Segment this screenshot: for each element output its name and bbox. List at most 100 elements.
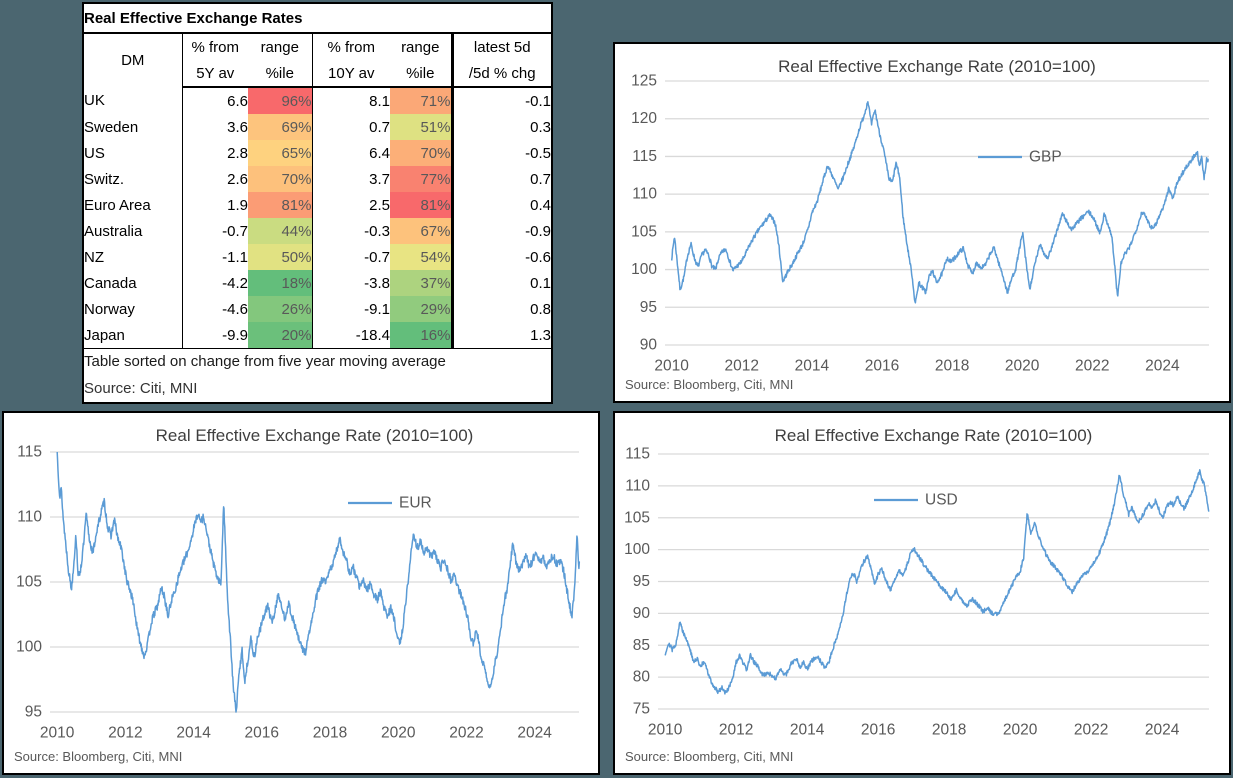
pct-from-10y-value: -0.3 xyxy=(311,218,390,244)
header-pct5y-line2: 5Y av xyxy=(181,60,248,88)
pctile-5y-cell: 26% xyxy=(248,296,312,322)
y-tick-label: 85 xyxy=(633,637,650,654)
y-tick-label: 90 xyxy=(633,605,651,622)
table-row-australia: Australia -0.7 44% -0.3 67% -0.9 xyxy=(84,218,551,244)
y-tick-label: 100 xyxy=(631,261,657,278)
pctile-5y-cell: 81% xyxy=(248,192,312,218)
eur-series-line xyxy=(56,451,581,713)
y-tick-label: 100 xyxy=(16,639,42,656)
x-tick-label: 2022 xyxy=(1075,358,1109,375)
latest-5d-change-value: -0.9 xyxy=(450,218,551,244)
latest-5d-change-value: -0.5 xyxy=(450,140,551,166)
x-tick-label: 2024 xyxy=(1145,358,1180,375)
table-header-row-2: 5Y av %ile 10Y av %ile /5d % chg xyxy=(84,60,551,88)
y-tick-label: 120 xyxy=(631,110,657,127)
latest-5d-change-value: -0.6 xyxy=(450,244,551,270)
header-pct10y-line2: 10Y av xyxy=(311,60,390,88)
x-tick-label: 2012 xyxy=(725,358,759,375)
chart-source: Source: Bloomberg, Citi, MNI xyxy=(14,749,182,764)
chart-source: Source: Bloomberg, Citi, MNI xyxy=(625,377,793,392)
x-tick-label: 2018 xyxy=(932,722,966,739)
latest-5d-change-value: 0.7 xyxy=(450,166,551,192)
country-name: Japan xyxy=(84,322,182,349)
latest-5d-change-value: 1.3 xyxy=(450,322,551,349)
reer-table: Real Effective Exchange Rates DM % from … xyxy=(84,4,551,403)
usd-series-line xyxy=(664,469,1210,695)
table-row-euro-area: Euro Area 1.9 81% 2.5 81% 0.4 xyxy=(84,192,551,218)
latest-5d-change-value: 0.3 xyxy=(450,114,551,140)
legend-label: EUR xyxy=(399,495,432,512)
latest-5d-change-value: 0.8 xyxy=(450,296,551,322)
reer-table-panel: Real Effective Exchange Rates DM % from … xyxy=(82,2,553,404)
pctile-10y-cell: 16% xyxy=(390,322,452,349)
pctile-10y-cell: 77% xyxy=(390,166,452,192)
country-name: Sweden xyxy=(84,118,139,136)
country-name: Switz. xyxy=(84,170,125,188)
eur-chart-panel: 95 100 105 110 115 2010 2012 2014 2016 2018 2020 20… xyxy=(2,411,600,775)
header-pctile5y-line2: %ile xyxy=(248,60,312,88)
x-tick-label: 2014 xyxy=(790,722,825,739)
table-row-canada: Canada -4.2 18% -3.8 37% 0.1 xyxy=(84,270,551,296)
pct-from-10y-value: -18.4 xyxy=(311,322,390,349)
latest-5d-change-value: -0.1 xyxy=(450,87,551,114)
country-name: UK xyxy=(84,92,105,109)
table-row-uk: UK 6.6 96% 8.1 71% -0.1 xyxy=(84,87,551,114)
header-pctile5y-line1: range xyxy=(260,38,299,56)
y-tick-label: 100 xyxy=(624,541,650,558)
x-tick-label: 2020 xyxy=(381,725,416,742)
country-name: Euro Area xyxy=(84,196,151,214)
y-tick-label: 110 xyxy=(17,509,42,526)
country-name: US xyxy=(84,144,105,162)
y-tick-label: 110 xyxy=(632,186,657,203)
y-tick-label: 80 xyxy=(633,669,651,686)
table-row-sweden: Sweden 3.6 69% 0.7 51% 0.3 xyxy=(84,114,551,140)
country-name: Australia xyxy=(84,222,143,240)
pctile-10y-cell: 37% xyxy=(390,270,452,296)
legend-label: USD xyxy=(925,492,958,509)
x-tick-label: 2012 xyxy=(108,725,142,742)
gbp-series-line xyxy=(670,101,1209,304)
pctile-5y-cell: 50% xyxy=(248,244,312,270)
table-row-us: US 2.8 65% 6.4 70% -0.5 xyxy=(84,140,551,166)
x-tick-label: 2010 xyxy=(40,725,75,742)
pctile-10y-cell: 54% xyxy=(390,244,452,270)
group-label: DM xyxy=(121,52,145,69)
x-tick-label: 2016 xyxy=(865,358,899,375)
y-tick-label: 105 xyxy=(631,223,657,240)
eur-chart-svg: 95 100 105 110 115 2010 2012 2014 2016 2018 2020 20… xyxy=(14,426,581,764)
latest-5d-change-value: 0.1 xyxy=(450,270,551,296)
table-row-switz-: Switz. 2.6 70% 3.7 77% 0.7 xyxy=(84,166,551,192)
pctile-5y-cell: 65% xyxy=(248,140,312,166)
y-tick-label: 110 xyxy=(625,477,650,494)
pctile-5y-cell: 70% xyxy=(248,166,312,192)
pctile-5y-cell: 44% xyxy=(248,218,312,244)
pct-from-10y-value: -9.1 xyxy=(311,296,390,322)
x-tick-label: 2020 xyxy=(1003,722,1038,739)
pctile-5y-cell: 96% xyxy=(248,87,312,114)
x-tick-label: 2022 xyxy=(1074,722,1108,739)
header-pct10y-line1: % from xyxy=(311,33,390,60)
country-name: Canada xyxy=(84,274,137,292)
y-tick-label: 105 xyxy=(624,509,650,526)
legend-label: GBP xyxy=(1029,149,1062,166)
pct-from-10y-value: -3.8 xyxy=(311,270,390,296)
pct-from-5y-value: 2.6 xyxy=(181,166,248,192)
pct-from-5y-value: -1.1 xyxy=(181,244,248,270)
table-row-nz: NZ -1.1 50% -0.7 54% -0.6 xyxy=(84,244,551,270)
y-tick-label: 115 xyxy=(625,446,650,463)
y-tick-label: 95 xyxy=(640,299,657,316)
table-footnote-row: Table sorted on change from five year mo… xyxy=(84,349,551,374)
pctile-5y-cell: 20% xyxy=(248,322,312,349)
x-tick-label: 2024 xyxy=(1145,722,1180,739)
table-source: Source: Citi, MNI xyxy=(84,379,198,397)
gbp-chart-panel: 90 95 100 105 110 115 120 125 2010 2012 2014 2016 20… xyxy=(613,42,1231,403)
y-tick-label: 105 xyxy=(16,574,42,591)
pct-from-5y-value: 2.8 xyxy=(181,140,248,166)
table-header-row-1: DM % from range % from range latest 5d xyxy=(84,33,551,69)
usd-chart-panel: 75 80 85 90 95 100 105 110 115 2010 2012 2014 2016 20… xyxy=(613,411,1231,775)
pct-from-5y-value: 6.6 xyxy=(181,87,248,114)
header-latest-line1: latest 5d xyxy=(450,33,551,60)
table-row-japan: Japan -9.9 20% -18.4 16% 1.3 xyxy=(84,322,551,349)
pct-from-10y-value: 2.5 xyxy=(311,192,390,218)
